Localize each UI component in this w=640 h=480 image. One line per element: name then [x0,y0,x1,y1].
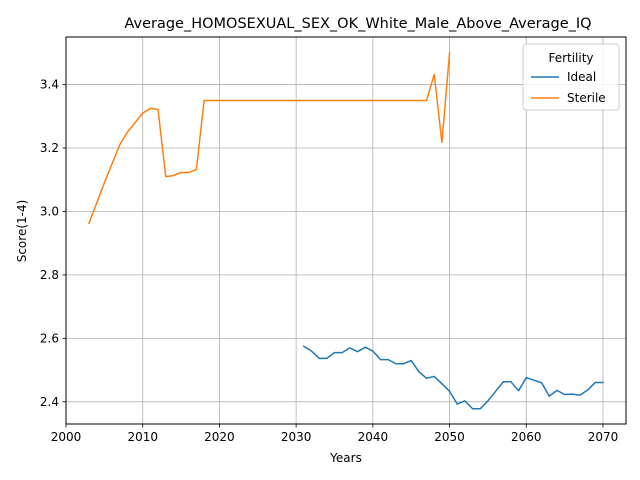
x-tick-label: 2050 [434,430,465,444]
y-axis-title: Score(1-4) [15,200,29,263]
x-tick-label: 2020 [204,430,235,444]
legend-label-ideal: Ideal [567,70,596,84]
legend-title: Fertility [548,51,593,65]
x-tick-label: 2010 [127,430,158,444]
y-tick-label: 3.4 [40,78,59,92]
axis-ticks: 2000 2010 2020 2030 2040 2050 2060 2070 2.4 2.6 2.… [40,78,618,444]
x-tick-label: 2040 [358,430,389,444]
series-line-sterile [88,52,451,225]
legend: Fertility Ideal Sterile [522,43,620,111]
series-line-ideal [302,345,604,410]
plot-frame [65,36,627,425]
x-tick-label: 2060 [511,430,542,444]
x-tick-label: 2070 [588,430,619,444]
legend-label-sterile: Sterile [567,91,606,105]
x-axis-title: Years [329,451,362,465]
series-lines [88,52,604,410]
y-tick-label: 2.8 [40,268,59,282]
x-tick-label: 2030 [281,430,312,444]
y-tick-label: 3.0 [40,204,59,218]
y-tick-label: 3.2 [40,141,59,155]
x-tick-label: 2000 [51,430,82,444]
chart-title: Average_HOMOSEXUAL_SEX_OK_White_Male_Abo… [124,16,591,32]
legend-box [522,43,620,111]
y-tick-label: 2.6 [40,331,59,345]
y-tick-label: 2.4 [40,395,59,409]
